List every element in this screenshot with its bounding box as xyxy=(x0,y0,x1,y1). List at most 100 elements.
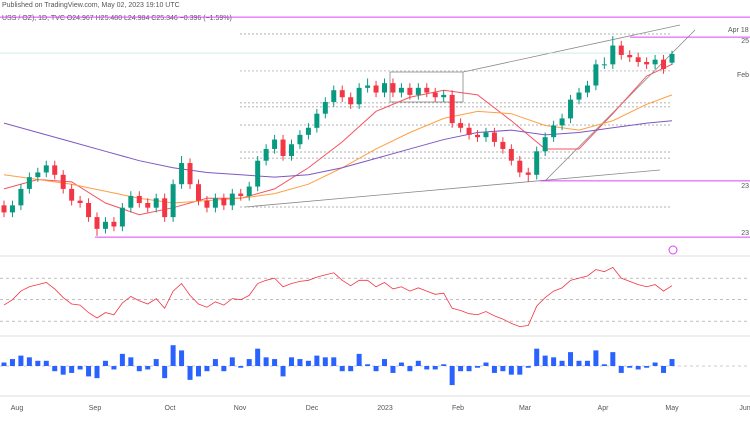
candle-body xyxy=(52,165,58,175)
histogram-bar xyxy=(280,366,286,377)
range-box xyxy=(389,71,464,103)
histogram-bar xyxy=(475,366,481,368)
header-published: Published on TradingView.com, May 02, 20… xyxy=(2,2,180,9)
candle-body xyxy=(119,207,125,227)
histogram-bar xyxy=(212,359,218,366)
moving-average xyxy=(3,120,673,178)
histogram-bar xyxy=(441,364,447,366)
moving-average xyxy=(3,63,673,216)
histogram-bar xyxy=(508,366,514,375)
candle-body xyxy=(618,45,624,55)
candle-body xyxy=(576,92,582,100)
candle-body xyxy=(398,87,404,93)
histogram-bar xyxy=(77,366,83,370)
histogram-bar xyxy=(424,366,430,370)
histogram-bar xyxy=(255,348,261,366)
histogram-bar xyxy=(179,350,185,366)
histogram-bar xyxy=(187,366,193,380)
histogram-bar xyxy=(390,366,396,373)
histogram-bar xyxy=(661,366,667,373)
histogram-bar xyxy=(559,360,565,366)
candle-body xyxy=(466,127,472,135)
histogram-bar xyxy=(43,360,49,366)
candle-body xyxy=(449,94,455,124)
histogram-bar xyxy=(407,366,413,372)
trend-line xyxy=(244,169,661,208)
histogram-bar xyxy=(534,348,540,366)
candle-body xyxy=(187,163,193,185)
candle-body xyxy=(229,193,235,206)
candle-body xyxy=(517,160,523,173)
histogram-bar xyxy=(331,357,337,366)
candle-body xyxy=(238,193,244,196)
x-tick-label: Nov xyxy=(234,405,247,412)
candle-body xyxy=(1,205,7,213)
histogram-bar xyxy=(525,366,531,368)
x-tick-label: Dec xyxy=(306,405,319,412)
candle-body xyxy=(221,198,227,206)
histogram-bar xyxy=(272,359,278,366)
candle-body xyxy=(128,195,134,208)
x-tick-label: Jun xyxy=(739,405,750,412)
price-label: 23 xyxy=(741,230,749,237)
candle-body xyxy=(297,134,303,145)
histogram-bar xyxy=(305,360,311,366)
histogram-bar xyxy=(221,366,227,372)
candle-body xyxy=(305,127,311,135)
histogram-bar xyxy=(348,366,354,372)
candle-body xyxy=(288,144,294,156)
candle-body xyxy=(348,97,354,105)
histogram-bar xyxy=(314,355,320,366)
histogram-bar xyxy=(204,366,210,372)
histogram-bar xyxy=(195,366,201,377)
histogram-bar xyxy=(263,357,269,366)
candle-body xyxy=(415,87,421,95)
candle-body xyxy=(153,198,159,208)
histogram-bar xyxy=(35,360,41,366)
x-tick-label: Apr xyxy=(598,405,610,412)
candle-body xyxy=(458,123,464,128)
histogram-bar xyxy=(52,366,58,372)
candle-body xyxy=(35,172,41,178)
x-tick-label: Aug xyxy=(11,405,24,412)
histogram-bar xyxy=(136,366,142,372)
candle-body xyxy=(627,54,633,58)
candle-body xyxy=(432,92,438,98)
candle-body xyxy=(669,53,675,63)
candle-body xyxy=(162,198,168,218)
candle-body xyxy=(102,221,108,229)
histogram-bar xyxy=(246,359,252,366)
price-label: 23 xyxy=(741,183,749,190)
candle-body xyxy=(69,188,75,201)
histogram-bar xyxy=(86,366,92,377)
histogram-bar xyxy=(288,357,294,366)
candle-body xyxy=(280,139,286,156)
x-tick-label: Mar xyxy=(519,405,532,412)
histogram-bar xyxy=(162,366,168,379)
histogram-bar xyxy=(356,353,362,366)
candle-body xyxy=(584,85,590,93)
candle-body xyxy=(551,125,557,138)
histogram-bar xyxy=(635,366,641,370)
histogram-bar xyxy=(322,357,328,366)
histogram-bar xyxy=(373,366,379,372)
histogram-bar xyxy=(69,366,75,373)
histogram-bar xyxy=(551,357,557,366)
candle-body xyxy=(94,217,100,229)
histogram-bar xyxy=(601,364,607,366)
histogram-bar xyxy=(18,355,24,366)
histogram-bar xyxy=(382,359,388,366)
histogram-bar xyxy=(432,366,438,370)
histogram-bar xyxy=(517,366,523,375)
candle-body xyxy=(204,200,210,208)
histogram-bar xyxy=(593,350,599,366)
candle-body xyxy=(500,141,506,149)
candle-body xyxy=(407,87,413,95)
histogram-bar xyxy=(398,362,404,366)
histogram-bar xyxy=(568,352,574,366)
candle-body xyxy=(661,59,667,70)
candle-body xyxy=(136,195,142,203)
price-label: Feb xyxy=(737,72,749,79)
